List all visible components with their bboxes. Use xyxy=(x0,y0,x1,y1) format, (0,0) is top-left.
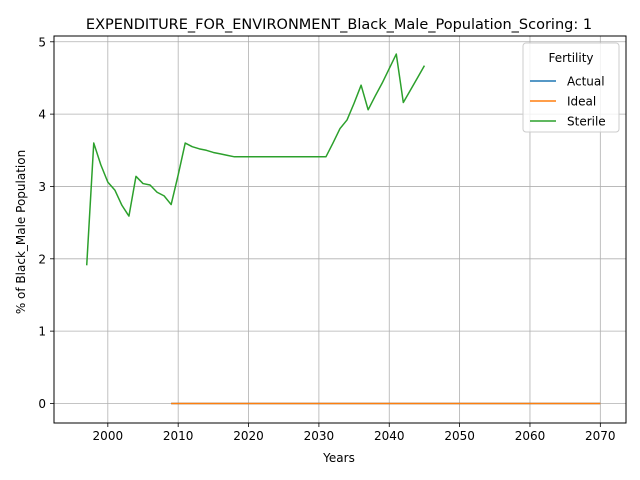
x-tick-label: 2040 xyxy=(374,429,405,443)
y-tick-label: 5 xyxy=(38,35,46,49)
legend-title: Fertility xyxy=(548,51,593,65)
y-tick-label: 4 xyxy=(38,108,46,122)
y-tick-label: 1 xyxy=(38,325,46,339)
series-lines xyxy=(85,53,601,405)
x-tick-label: 2000 xyxy=(93,429,124,443)
legend-box xyxy=(522,42,620,133)
y-tick-label: 3 xyxy=(38,180,46,194)
x-tick-label: 2010 xyxy=(163,429,194,443)
legend-items: Actual Ideal Sterile xyxy=(530,75,606,129)
legend: Fertility Actual Ideal Sterile xyxy=(522,42,620,133)
y-axis-ticks: 0 1 2 3 4 5 xyxy=(38,35,54,411)
x-tick-label: 2060 xyxy=(515,429,546,443)
x-tick-label: 2050 xyxy=(444,429,475,443)
x-axis-ticks: 2000 2010 2020 2030 2040 2050 2060 2070 xyxy=(93,423,616,443)
x-axis-label: Years xyxy=(322,451,355,465)
x-tick-label: 2070 xyxy=(585,429,616,443)
y-tick-label: 0 xyxy=(38,397,46,411)
x-tick-label: 2020 xyxy=(233,429,264,443)
y-tick-label: 2 xyxy=(38,252,46,266)
legend-label-ideal: Ideal xyxy=(567,95,596,109)
x-tick-label: 2030 xyxy=(304,429,335,443)
legend-label-sterile: Sterile xyxy=(567,115,606,129)
legend-label-actual: Actual xyxy=(567,75,605,89)
series-line-sterile xyxy=(85,53,426,266)
plot-frame xyxy=(53,35,627,424)
chart-title: EXPENDITURE_FOR_ENVIRONMENT_Black_Male_P… xyxy=(86,17,592,33)
y-axis-label: % of Black_Male Population xyxy=(14,150,28,314)
